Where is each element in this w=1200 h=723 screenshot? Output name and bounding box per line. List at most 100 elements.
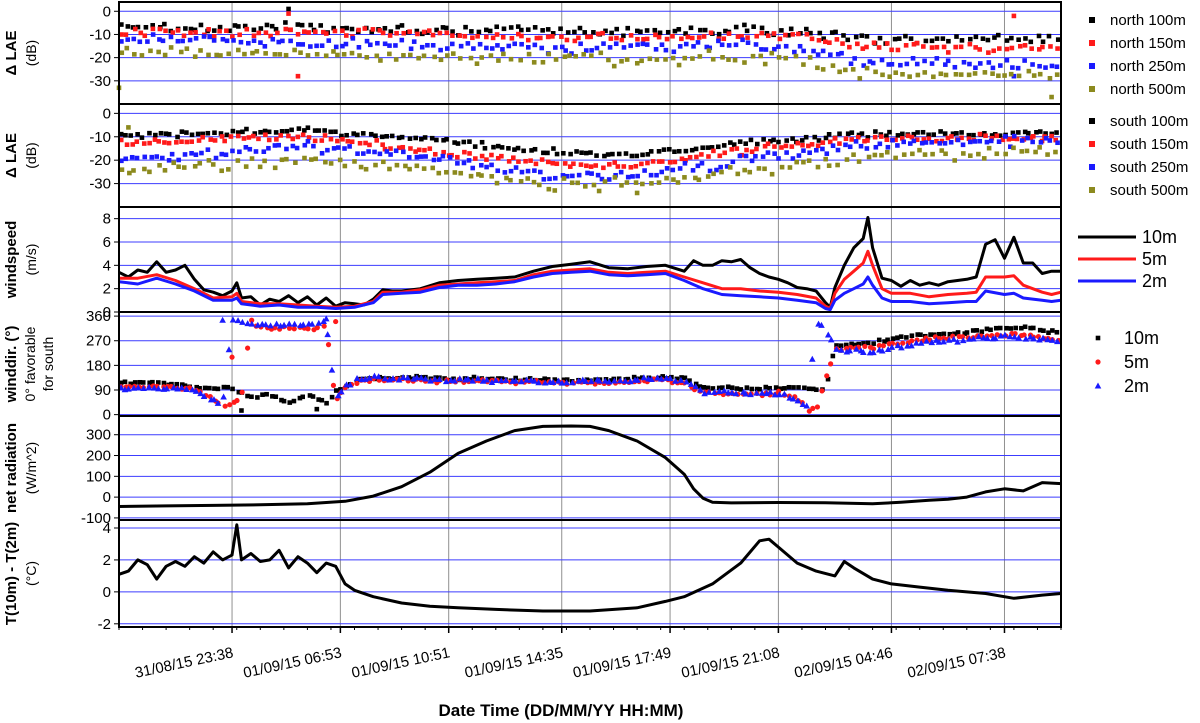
data-point	[888, 343, 896, 350]
data-point	[431, 157, 437, 163]
data-point	[593, 163, 599, 168]
data-point	[815, 65, 820, 71]
data-point	[554, 151, 560, 157]
data-point	[567, 164, 573, 169]
data-point	[862, 343, 868, 350]
data-point	[866, 154, 872, 160]
data-point	[142, 33, 148, 39]
data-point	[258, 26, 264, 31]
data-point	[393, 148, 399, 154]
data-point	[581, 52, 587, 57]
data-point	[803, 402, 811, 409]
data-point	[811, 48, 816, 54]
data-point	[224, 38, 230, 44]
data-point	[515, 24, 521, 29]
data-point	[291, 320, 298, 327]
data-point	[876, 337, 882, 343]
data-point	[319, 150, 325, 156]
data-point	[905, 133, 911, 139]
data-point	[195, 131, 201, 137]
data-point	[776, 139, 781, 145]
data-point	[895, 133, 901, 138]
data-point	[132, 380, 138, 385]
data-point	[1006, 136, 1012, 142]
data-point	[743, 141, 749, 146]
data-point	[683, 41, 689, 47]
data-point	[229, 354, 235, 360]
panel-5-data	[118, 424, 1062, 508]
data-point	[286, 133, 291, 139]
data-point	[732, 57, 738, 63]
data-point	[601, 165, 606, 171]
y-tick-label: -30	[89, 176, 111, 193]
data-point	[308, 44, 313, 49]
data-point	[342, 163, 348, 169]
data-point	[240, 129, 245, 135]
data-point	[892, 36, 898, 42]
data-point	[955, 330, 961, 335]
data-point	[123, 32, 129, 37]
data-point	[158, 130, 164, 136]
data-point	[175, 38, 181, 44]
data-point	[742, 167, 747, 173]
data-point	[488, 379, 496, 386]
data-point	[262, 321, 270, 328]
y-tick-label: 90	[94, 382, 111, 399]
data-point	[941, 331, 947, 337]
data-point	[147, 140, 152, 146]
data-point	[393, 57, 399, 62]
data-point	[1044, 336, 1052, 343]
data-point	[160, 155, 165, 161]
data-point	[124, 45, 130, 51]
data-point	[162, 140, 167, 145]
data-point	[941, 335, 947, 341]
data-point	[968, 36, 973, 42]
data-point	[324, 331, 331, 338]
data-point	[972, 71, 978, 76]
data-point	[645, 160, 650, 166]
data-point	[619, 183, 624, 188]
data-point	[381, 159, 386, 165]
data-point	[284, 156, 289, 162]
data-point	[759, 47, 764, 52]
data-point	[567, 53, 572, 58]
data-point	[225, 346, 233, 353]
data-point	[312, 128, 318, 133]
data-point	[492, 376, 500, 383]
data-point	[721, 36, 727, 42]
data-point	[300, 42, 306, 47]
data-point	[921, 137, 927, 142]
data-point	[983, 133, 988, 139]
data-point	[562, 54, 568, 60]
data-point	[246, 40, 251, 46]
data-point	[876, 342, 882, 349]
data-point	[489, 152, 494, 158]
data-point	[803, 134, 809, 140]
data-point	[602, 179, 608, 184]
data-point	[601, 41, 606, 46]
data-point	[539, 157, 545, 162]
data-point	[772, 144, 777, 149]
data-point	[901, 139, 907, 145]
data-point	[419, 136, 424, 142]
data-point	[1025, 135, 1030, 141]
data-point	[612, 175, 618, 180]
data-point	[531, 60, 537, 65]
data-point	[977, 61, 983, 66]
data-point	[718, 164, 723, 170]
data-point	[1028, 39, 1034, 45]
data-point	[329, 394, 335, 400]
data-point	[709, 145, 715, 150]
data-point	[470, 165, 476, 171]
data-point	[302, 155, 307, 161]
data-point	[815, 52, 821, 57]
data-point	[647, 56, 653, 62]
legend-marker	[1089, 187, 1095, 193]
data-point	[672, 28, 678, 34]
data-point	[648, 375, 655, 382]
data-point	[247, 146, 253, 152]
data-point	[720, 387, 728, 394]
data-point	[382, 25, 388, 31]
data-point	[699, 152, 704, 157]
data-point	[1030, 139, 1035, 145]
